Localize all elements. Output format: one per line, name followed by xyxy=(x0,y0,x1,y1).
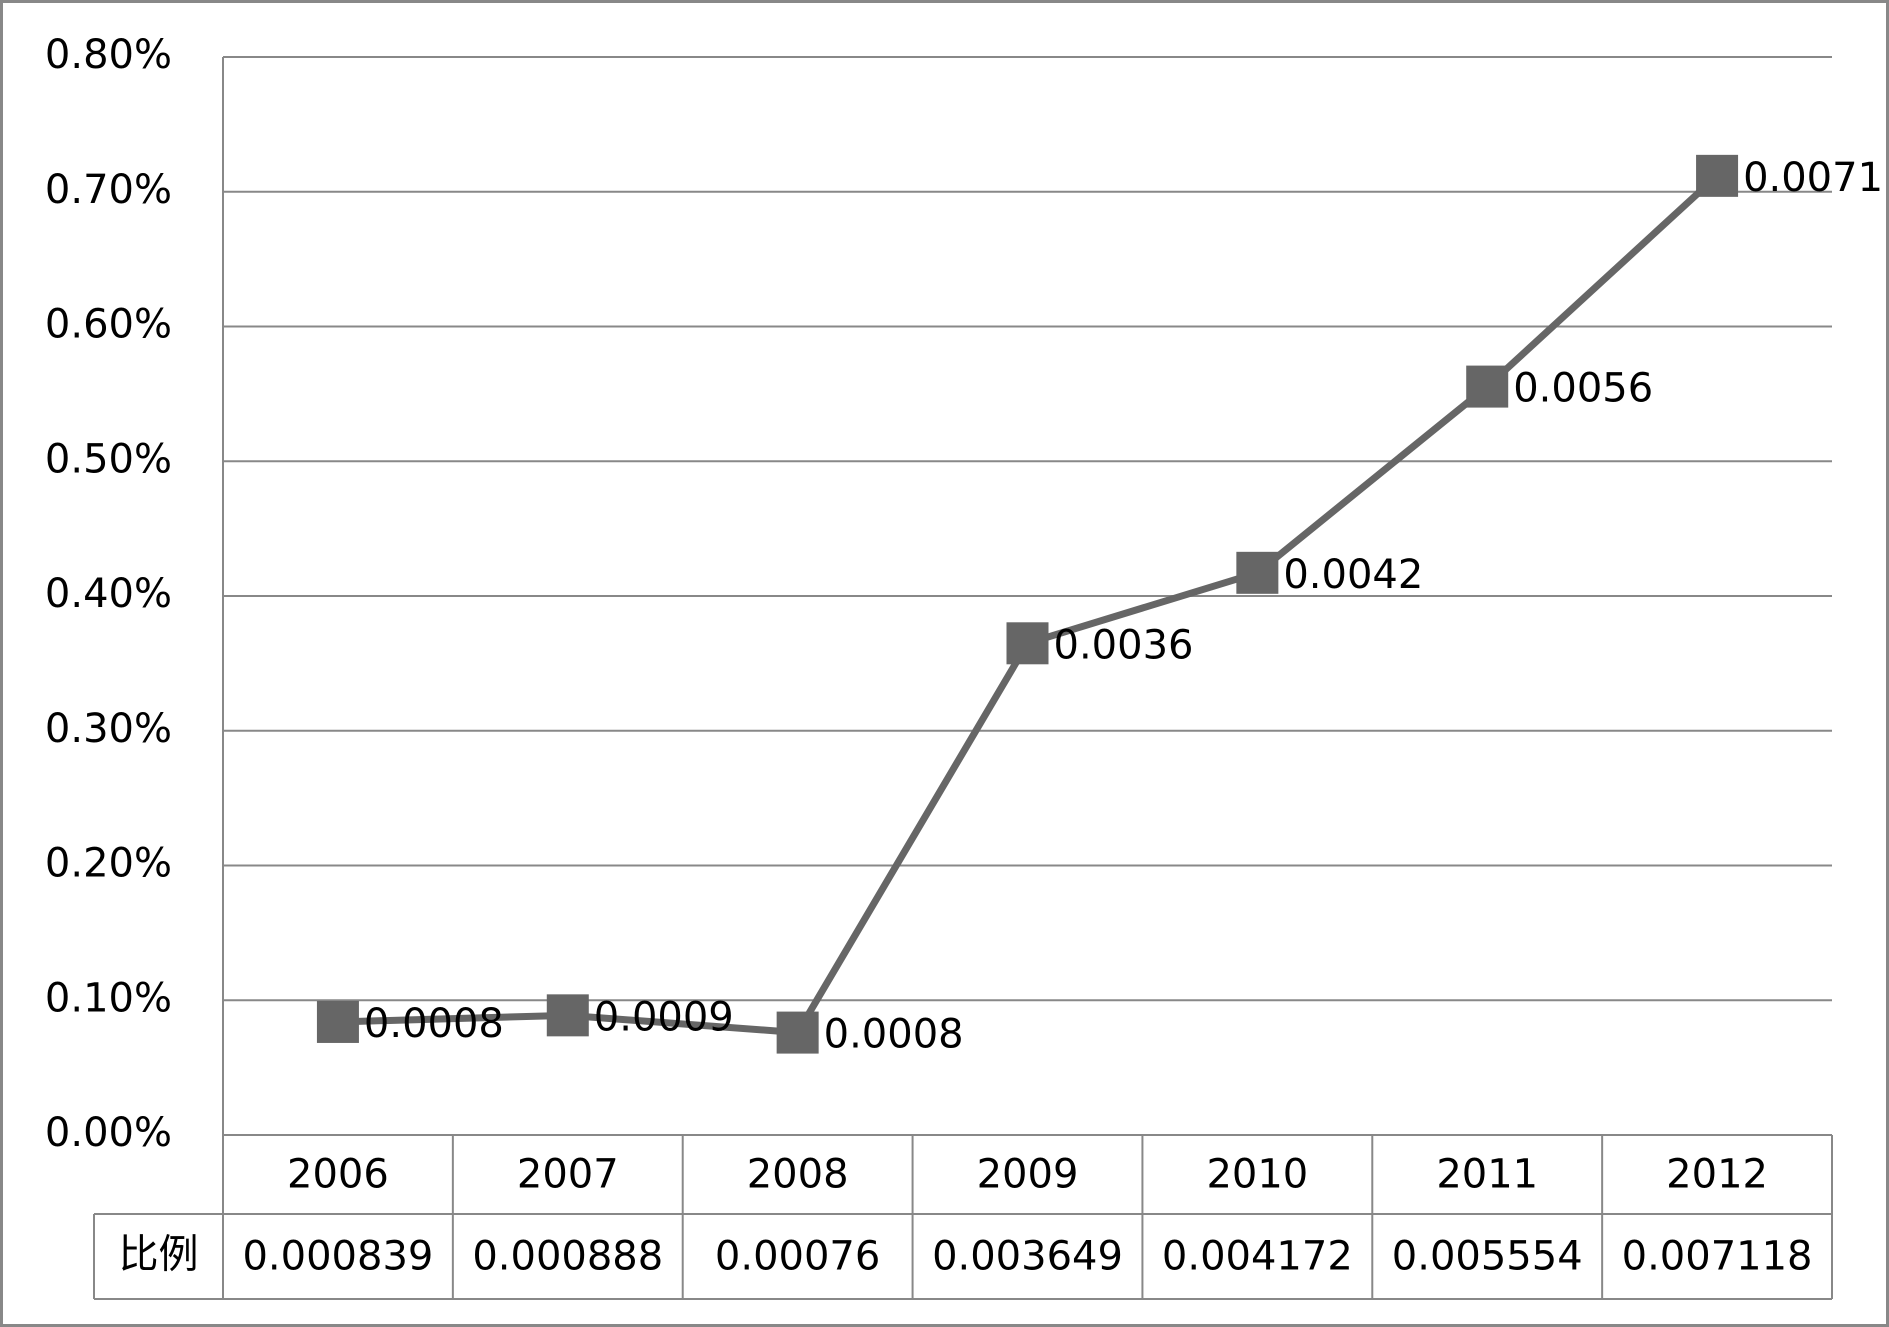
marker xyxy=(776,1011,819,1054)
data-label: 0.0042 xyxy=(1283,552,1423,598)
data-label: 0.0071 xyxy=(1743,155,1883,201)
marker xyxy=(1696,154,1739,197)
y-tick-label: 0.30% xyxy=(45,706,172,752)
marker xyxy=(546,994,589,1037)
table-cell: 0.004172 xyxy=(1162,1234,1353,1280)
table-cell: 0.000839 xyxy=(242,1234,433,1280)
y-tick-label: 0.60% xyxy=(45,302,172,348)
y-tick-label: 0.80% xyxy=(45,32,172,78)
y-tick-label: 0.50% xyxy=(45,436,172,482)
marker xyxy=(1236,551,1279,594)
data-label: 0.0056 xyxy=(1513,366,1653,412)
table-cell: 0.00076 xyxy=(715,1234,880,1280)
x-tick-label: 2009 xyxy=(977,1152,1079,1198)
table-cell: 0.000888 xyxy=(472,1234,663,1280)
x-tick-label: 2007 xyxy=(517,1152,619,1198)
y-tick-label: 0.70% xyxy=(45,167,172,213)
table-cell: 0.003649 xyxy=(932,1234,1123,1280)
table-cell: 0.005554 xyxy=(1392,1234,1583,1280)
y-tick-label: 0.40% xyxy=(45,571,172,617)
data-label: 0.0036 xyxy=(1054,622,1194,668)
data-label: 0.0008 xyxy=(824,1012,964,1058)
x-tick-label: 2010 xyxy=(1206,1152,1308,1198)
marker xyxy=(1006,622,1049,665)
table-cell: 0.007118 xyxy=(1622,1234,1813,1280)
legend-label: 比例 xyxy=(119,1232,199,1278)
y-tick-label: 0.10% xyxy=(45,975,172,1021)
x-tick-label: 2006 xyxy=(287,1152,389,1198)
y-tick-label: 0.20% xyxy=(45,841,172,887)
marker xyxy=(1466,365,1509,408)
data-label: 0.0008 xyxy=(364,1001,504,1047)
marker xyxy=(316,1000,359,1043)
x-tick-label: 2011 xyxy=(1436,1152,1538,1198)
x-tick-label: 2012 xyxy=(1666,1152,1768,1198)
x-tick-label: 2008 xyxy=(747,1152,849,1198)
y-tick-label: 0.00% xyxy=(45,1110,172,1156)
data-label: 0.0009 xyxy=(594,994,734,1040)
